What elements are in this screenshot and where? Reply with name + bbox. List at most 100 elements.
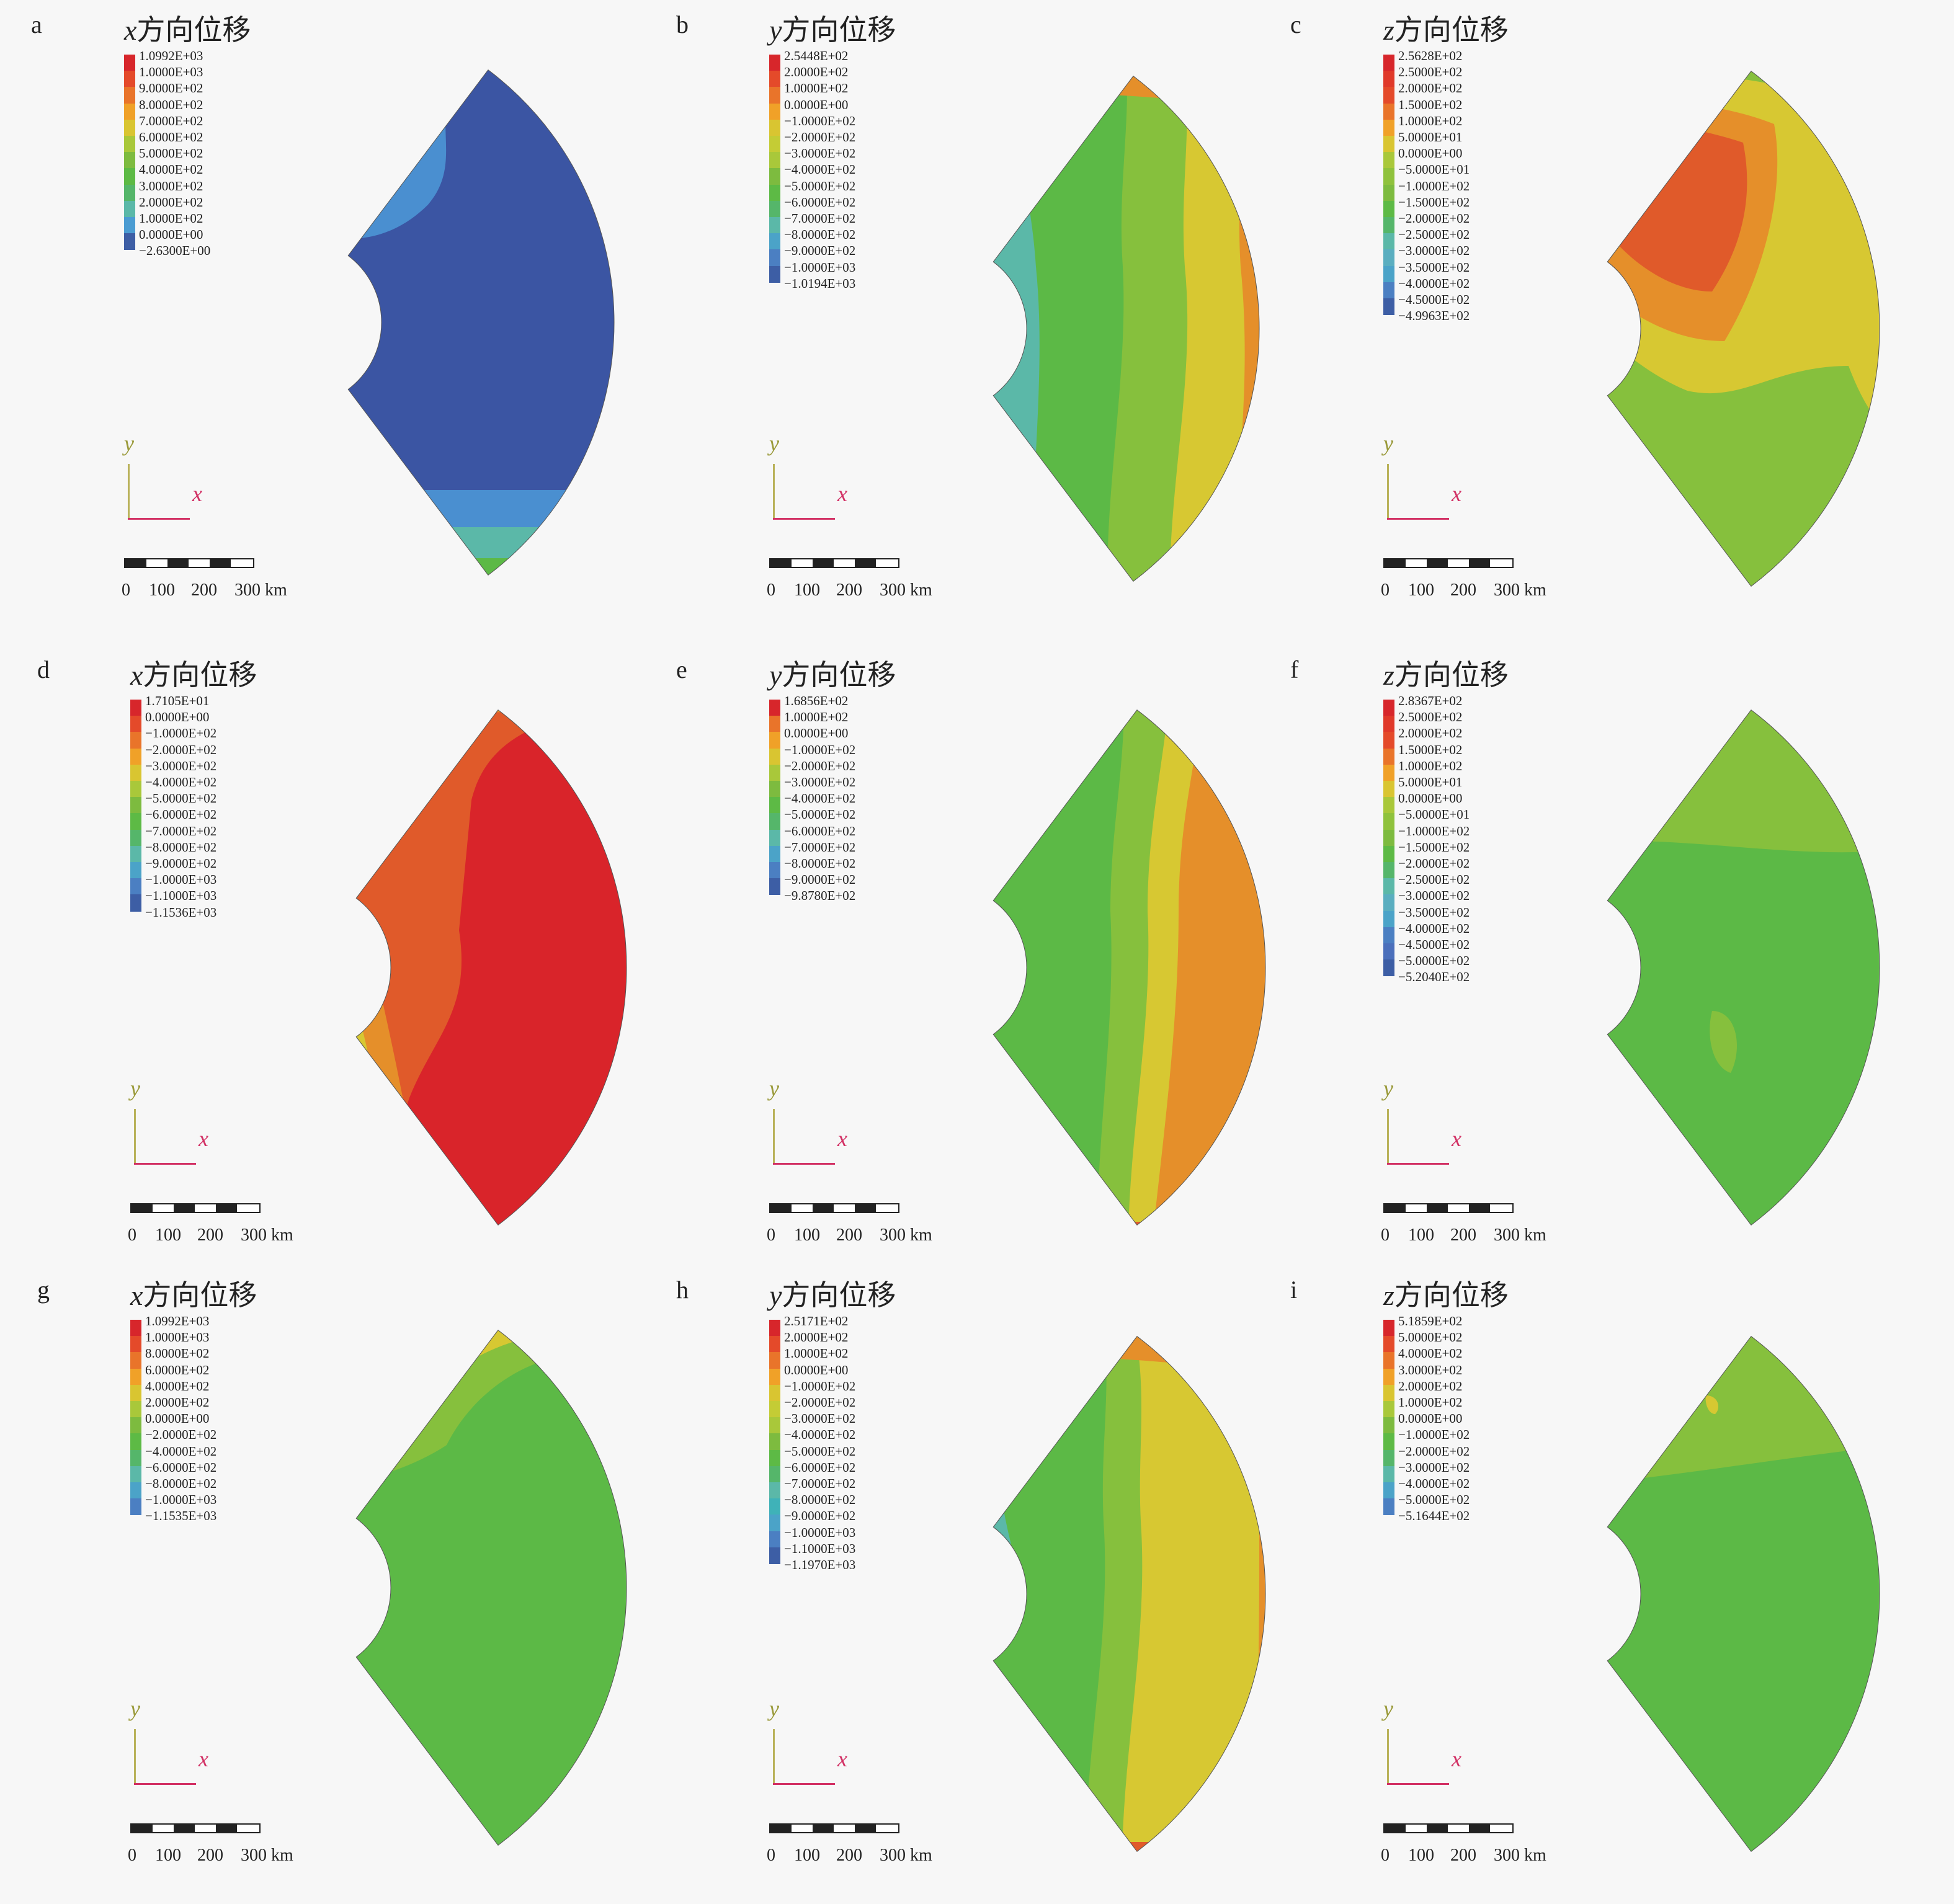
legend-label: 1.0000E+02 [1398,1395,1463,1410]
legend-swatch [130,1482,141,1500]
legend-label: −4.0000E+02 [784,791,856,806]
legend-swatch [130,862,141,879]
scale-label: 0 [128,1226,136,1245]
scale-label: 0 [128,1846,136,1865]
contour-band [356,915,366,1226]
legend-label: 0.0000E+00 [1398,791,1463,806]
legend-swatch [130,781,141,798]
legend-label: −4.0000E+02 [1398,920,1470,936]
scale-bar: 0 100 200 300 km [767,1823,932,1865]
legend-swatch [1383,1482,1394,1500]
contour-band [1122,1336,1265,1852]
legend-swatch [769,845,780,863]
scale-bar-segment [813,1204,834,1212]
panel-title: x方向位移 [130,1279,257,1311]
legend-swatch [1383,878,1394,896]
legend-label: −5.0000E+02 [1398,1492,1470,1508]
scale-bar-segment [174,1204,195,1212]
contour-band [356,710,583,1226]
legend-label: −3.5000E+02 [1398,259,1470,275]
legend-swatch [130,829,141,847]
axis-x-label: x [837,481,847,506]
panel-letter: e [676,656,687,683]
legend-label: −1.1970E+03 [784,1557,856,1572]
legend-label: −1.0000E+02 [1398,1427,1470,1443]
legend-label: 5.0000E+02 [139,146,203,161]
axis-x-label: x [837,1126,847,1151]
legend-swatch [1383,716,1394,733]
legend-swatch [1383,1336,1394,1353]
legend-label: 1.0000E+02 [784,710,849,725]
legend-label: −4.0000E+02 [1398,1476,1470,1491]
legend-label: −3.0000E+02 [784,146,856,161]
scale-bar-segment [216,1825,237,1832]
axis-y-line [1387,1729,1389,1785]
axis-y-label: y [769,1076,779,1101]
legend-swatch [1383,71,1394,88]
legend-label: 1.0000E+02 [1398,113,1463,128]
legend-swatch [769,152,780,169]
panel-letter: a [31,11,42,38]
legend-label: 2.0000E+02 [1398,726,1463,741]
legend-swatch [769,87,780,104]
scale-label: 0 [767,581,775,600]
contour-band [348,558,615,576]
scale-label: 300 km [241,1226,293,1245]
contour-band [273,1327,354,1364]
panel-f: f z方向位移 2.8367E+02 2.5000E+02 2.0000E+02 1.50… [1290,656,1954,1284]
axis-x-line [1387,518,1449,520]
legend-label: −3.0000E+02 [145,758,217,773]
contour-band [1110,1842,1265,1852]
axis-x-line [1387,1783,1449,1785]
panel-letter: f [1290,656,1299,683]
scale-label: 0 [767,1846,775,1865]
axis-y-line [1387,464,1389,520]
legend-label: −4.0000E+02 [784,162,856,177]
contour-band [285,74,330,118]
panel-title: x方向位移 [124,14,251,46]
legend-swatch [769,1547,780,1564]
legend-swatch [1383,1449,1394,1467]
axis-x-label: x [192,481,202,506]
scale-bar: 0 100 200 300 km [122,558,287,600]
legend-label: 2.5448E+02 [784,48,849,63]
legend-label: 2.0000E+02 [784,1330,849,1345]
scale-label: 100 [1408,1846,1434,1865]
scale-bar-segment [1469,559,1490,567]
legend-label: −4.0000E+02 [784,1427,856,1443]
scale-bar: 0 100 200 300 km [1381,558,1546,600]
contour-band [1545,222,1595,271]
panel-a: a x方向位移 1.0992E+03 1.0000E+03 9.0000E+02 8.00… [31,11,695,639]
panel-title: y方向位移 [769,1279,896,1311]
legend-label: −1.0000E+02 [784,113,856,128]
legend-swatch [124,152,135,169]
legend-label: −6.0000E+02 [145,1459,217,1475]
scale-label: 100 [155,1226,181,1245]
legend-swatch [1383,748,1394,765]
contour-band [273,936,347,1284]
legend-swatch [124,119,135,136]
legend-label: 2.0000E+02 [139,194,203,210]
legend-swatch [1383,87,1394,104]
legend-label: 1.0000E+03 [139,65,203,80]
scale-label: 200 [836,1226,862,1245]
scale-label: 300 km [880,581,932,600]
scale-label: 100 [1408,1226,1434,1245]
scale-bar: 0 100 200 300 km [767,1203,932,1245]
legend-label: 0.0000E+00 [1398,146,1463,161]
legend-label: −2.6300E+00 [139,243,211,259]
legend-swatch [130,716,141,733]
legend-label: −5.0000E+02 [784,807,856,822]
legend-swatch [769,168,780,185]
scale-label: 300 km [1494,1226,1546,1245]
panel-c: c z方向位移 2.5628E+02 2.5000E+02 2.0000E+02 1.50… [1290,11,1954,639]
fan-outline [355,710,627,1226]
scale-label: 300 km [880,1846,932,1865]
scale-label: 200 [836,1846,862,1865]
axis-x-line [773,1163,835,1165]
legend-swatch [1383,959,1394,977]
legend-swatch [769,1352,780,1369]
